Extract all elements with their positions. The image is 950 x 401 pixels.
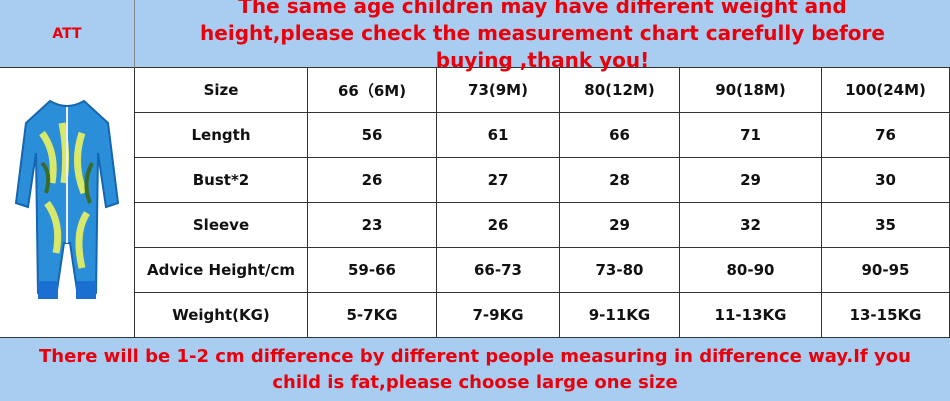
table-cell: 27	[437, 158, 560, 203]
table-cell: 90-95	[822, 248, 950, 293]
row-label: Bust*2	[135, 158, 308, 203]
romper-illustration	[14, 99, 120, 299]
footer-note: There will be 1-2 cm difference by diffe…	[0, 338, 950, 401]
table-cell: 61	[437, 113, 560, 158]
table-cell: 90(18M)	[680, 68, 822, 113]
table-cell: 26	[437, 203, 560, 248]
table-cell: 9-11KG	[560, 293, 680, 338]
table-cell: 73(9M)	[437, 68, 560, 113]
brand: ATT	[0, 0, 135, 68]
table-cell: 13-15KG	[822, 293, 950, 338]
product-image	[0, 68, 135, 338]
notice: The same age children may have different…	[135, 0, 950, 72]
table-cell: 11-13KG	[680, 293, 822, 338]
table-cell: 5-7KG	[308, 293, 437, 338]
table-cell: 32	[680, 203, 822, 248]
row-label: Weight(KG)	[135, 293, 308, 338]
table-cell: 56	[308, 113, 437, 158]
row-label: Sleeve	[135, 203, 308, 248]
table-cell: 59-66	[308, 248, 437, 293]
table-cell: 29	[560, 203, 680, 248]
table-cell: 29	[680, 158, 822, 203]
table-cell: 76	[822, 113, 950, 158]
row-label: Advice Height/cm	[135, 248, 308, 293]
table-cell: 80(12M)	[560, 68, 680, 113]
table-cell: 7-9KG	[437, 293, 560, 338]
table-cell: 66	[560, 113, 680, 158]
table-cell: 73-80	[560, 248, 680, 293]
row-label: Length	[135, 113, 308, 158]
table-cell: 35	[822, 203, 950, 248]
table-cell: 30	[822, 158, 950, 203]
row-label: Size	[135, 68, 308, 113]
table-cell: 66（6M)	[308, 68, 437, 113]
table-cell: 71	[680, 113, 822, 158]
table-cell: 66-73	[437, 248, 560, 293]
table-cell: 28	[560, 158, 680, 203]
table-cell: 26	[308, 158, 437, 203]
table-cell: 80-90	[680, 248, 822, 293]
table-cell: 23	[308, 203, 437, 248]
table-cell: 100(24M)	[822, 68, 950, 113]
